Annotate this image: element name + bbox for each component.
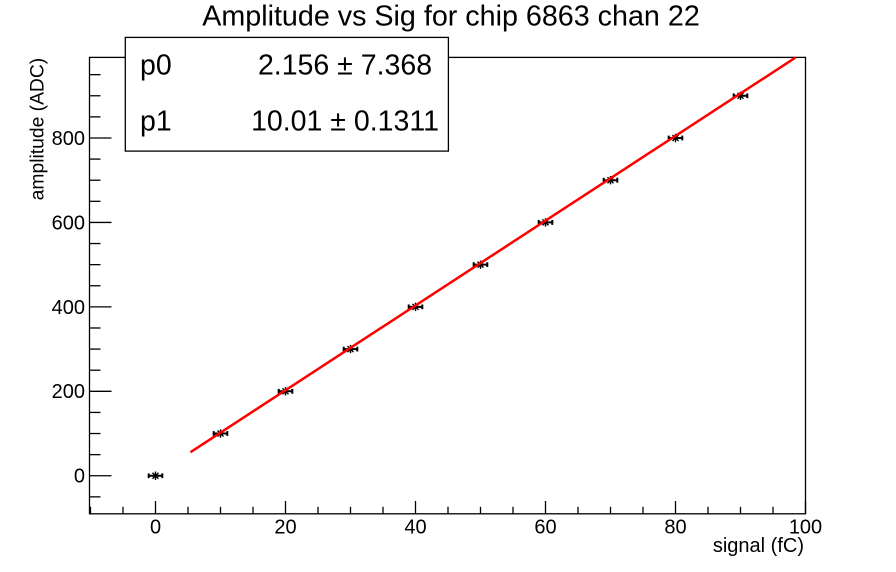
svg-text:800: 800 (52, 128, 85, 150)
svg-text:40: 40 (404, 517, 426, 539)
svg-text:60: 60 (534, 517, 556, 539)
svg-text:400: 400 (52, 297, 85, 319)
svg-text:200: 200 (52, 381, 85, 403)
svg-text:20: 20 (274, 517, 296, 539)
svg-text:Amplitude vs Sig for chip 6863: Amplitude vs Sig for chip 6863 chan 22 (202, 1, 700, 33)
svg-text:signal (fC): signal (fC) (713, 535, 804, 557)
svg-text:2.156 ± 7.368: 2.156 ± 7.368 (258, 50, 432, 82)
svg-text:600: 600 (52, 212, 85, 234)
svg-text:10.01 ± 0.1311: 10.01 ± 0.1311 (251, 106, 439, 138)
svg-text:amplitude (ADC): amplitude (ADC) (28, 58, 49, 201)
svg-text:p0: p0 (140, 50, 172, 82)
svg-text:0: 0 (150, 517, 161, 539)
svg-text:80: 80 (664, 517, 686, 539)
svg-text:p1: p1 (140, 106, 172, 138)
svg-text:0: 0 (74, 466, 85, 488)
svg-text:100: 100 (789, 517, 822, 539)
